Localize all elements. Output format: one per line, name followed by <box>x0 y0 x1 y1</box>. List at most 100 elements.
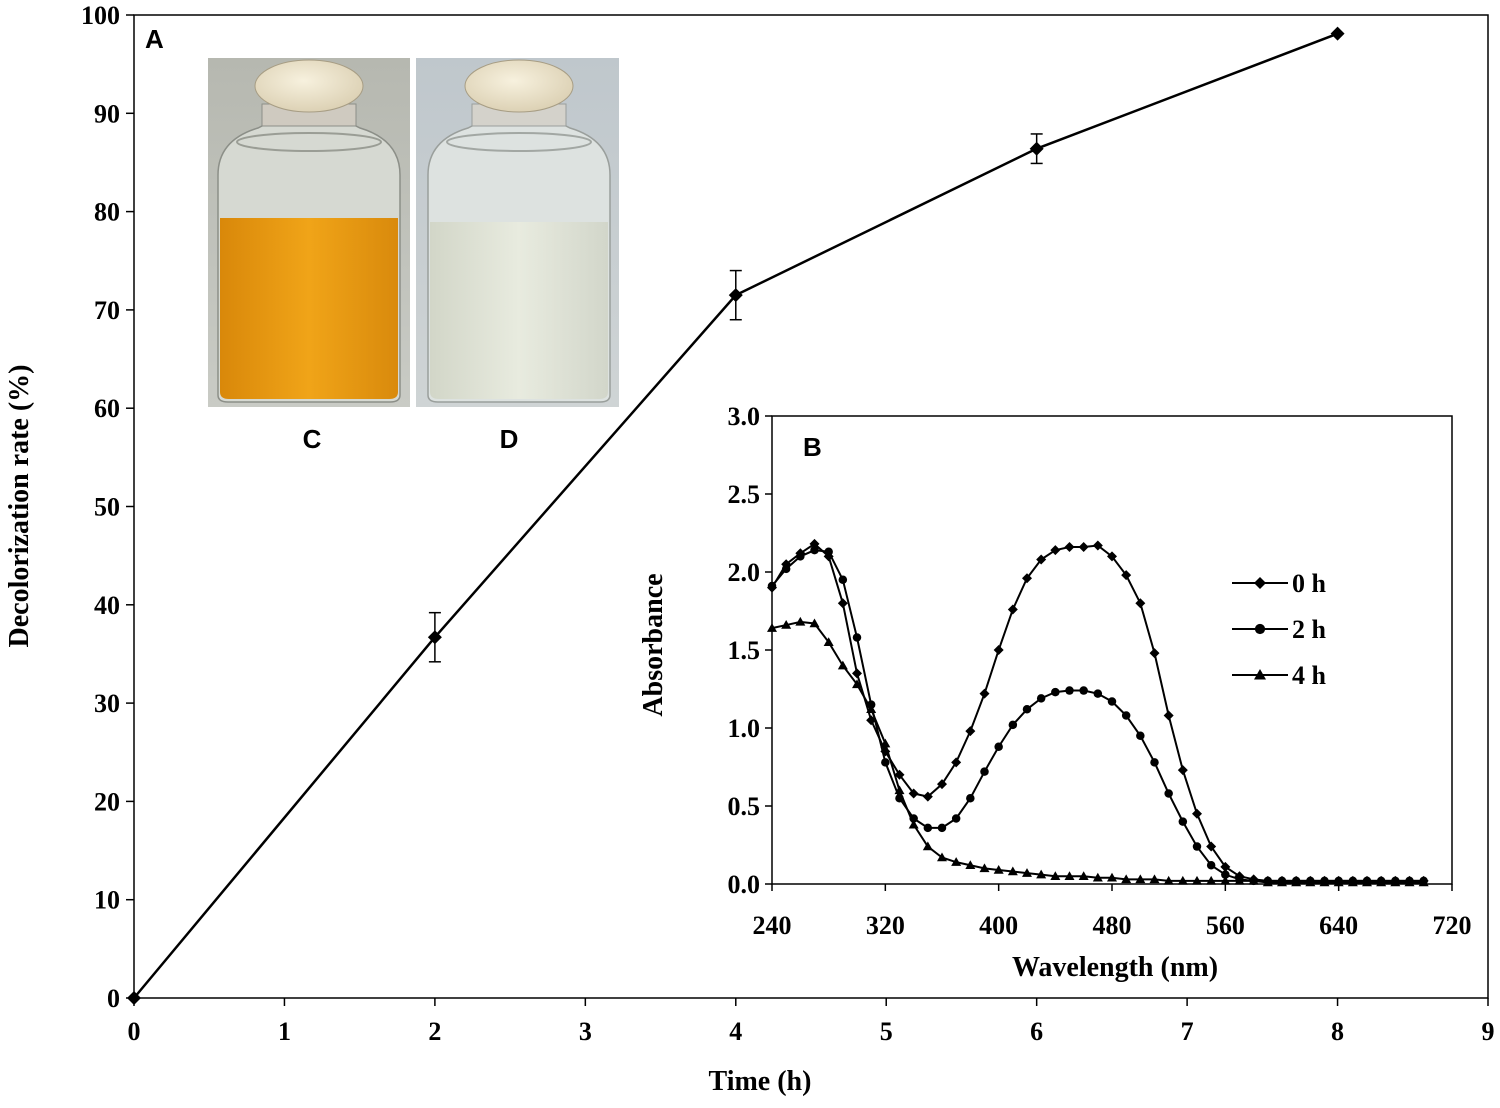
panel-b-x-tick-label: 480 <box>1093 911 1132 940</box>
panel-b-x-tick-label: 560 <box>1206 911 1245 940</box>
panel-b-data-point <box>922 841 933 851</box>
panel-b-y-tick-label: 1.5 <box>728 636 761 665</box>
panel-b-data-point <box>937 852 947 862</box>
panel-a-x-axis-title: Time (h) <box>709 1066 812 1097</box>
panel-a-y-tick-label: 70 <box>94 296 120 325</box>
panel-b-data-point <box>1220 875 1231 885</box>
panel-a-y-tick-label: 30 <box>94 689 120 718</box>
panel-a-letter: A <box>145 24 164 54</box>
panel-b-y-axis-title: Absorbance <box>638 573 669 716</box>
panel-b-data-point <box>796 552 805 561</box>
panel-a-x-axis: 0 1 2 3 4 5 6 7 8 9 <box>128 998 1495 1046</box>
panel-a-y-axis-title: Decolorization rate (%) <box>4 365 35 648</box>
panel-b-data-point <box>1248 875 1259 885</box>
panel-b-data-point <box>1121 711 1131 720</box>
panel-b-data-point <box>1221 870 1230 879</box>
panel-b-data-point <box>965 860 976 870</box>
legend-marker <box>1254 623 1266 635</box>
panel-a-y-tick-label: 50 <box>94 493 120 522</box>
panel-b-data-point <box>1150 758 1159 767</box>
panel-b-data-point <box>1065 686 1074 695</box>
panel-b-data-point <box>1064 542 1075 553</box>
panel-b-x-tick-label: 240 <box>753 911 792 940</box>
panel-a-x-tick-label: 0 <box>128 1017 141 1046</box>
panel-b-data-point <box>1036 869 1047 879</box>
panel-b-data-point <box>1206 875 1217 885</box>
panel-b-data-point <box>881 758 890 767</box>
panel-a-x-tick-label: 8 <box>1331 1017 1344 1046</box>
panel-b-data-point <box>1192 875 1202 885</box>
legend-label: 0 h <box>1292 569 1327 598</box>
panel-b-data-point <box>1305 877 1316 887</box>
panel-b-data-point <box>1107 872 1117 882</box>
panel-b-data-point <box>838 575 848 585</box>
photo-c-liquid <box>220 218 398 399</box>
photo-c <box>208 58 410 407</box>
panel-a-x-tick-label: 7 <box>1181 1017 1194 1046</box>
panel-a-y-tick-label: 80 <box>94 198 120 227</box>
panel-b-data-point <box>1092 540 1103 551</box>
panel-b-x-tick-label: 720 <box>1433 911 1472 940</box>
legend-label: 2 h <box>1292 615 1327 644</box>
panel-b-data-point <box>1277 877 1287 887</box>
panel-a-series <box>127 26 1345 1005</box>
panel-b-data-point <box>1107 551 1117 562</box>
panel-b-data-point <box>837 660 848 670</box>
panel-b-data-point <box>1178 817 1188 826</box>
panel-b-data-point <box>1036 694 1046 703</box>
panel-b-data-point <box>979 863 990 873</box>
panel-a-y-axis: 0 10 20 30 40 50 60 70 80 90 100 <box>81 1 134 1013</box>
photo-d-label: D <box>500 424 519 454</box>
panel-b-data-point <box>951 857 962 866</box>
photo-c-cap <box>254 59 364 113</box>
panel-b-data-point <box>937 779 947 790</box>
panel-b-data-point <box>1121 874 1132 884</box>
panel-b-data-point <box>908 788 919 799</box>
panel-b-data-point <box>1121 570 1132 581</box>
panel-b-y-tick-label: 0.5 <box>728 792 761 821</box>
photo-d-liquid <box>430 222 608 399</box>
panel-a-x-tick-label: 4 <box>729 1017 742 1046</box>
panel-b-data-point <box>1220 861 1231 872</box>
panel-b-data-point <box>1192 808 1202 819</box>
panel-b-data-point <box>994 742 1003 751</box>
panel-b-data-point <box>852 668 862 679</box>
panel-b-plot-frame <box>771 415 1453 885</box>
panel-a-y-tick-label: 10 <box>94 886 120 915</box>
panel-a-x-tick-label: 6 <box>1030 1017 1043 1046</box>
panel-b-data-point <box>1093 689 1103 698</box>
panel-b-data-point <box>1347 877 1358 887</box>
panel-b-data-point <box>1149 874 1160 884</box>
panel-b-data-point <box>880 738 891 748</box>
panel-b-y-tick-label: 0.0 <box>728 870 761 899</box>
panel-b-data-point <box>781 564 791 574</box>
legend-label: 4 h <box>1292 661 1327 690</box>
panel-b-data-point <box>1050 871 1061 880</box>
panel-a-data-point <box>1330 26 1345 41</box>
panel-b-y-axis: 0.0 0.5 1.0 1.5 2.0 2.5 3.0 <box>728 402 772 899</box>
panel-b-data-point <box>1163 710 1174 721</box>
panel-b-data-point <box>809 618 820 628</box>
panel-b-data-point <box>1022 573 1032 584</box>
panel-b-data-point <box>966 793 975 803</box>
panel-b-data-point <box>852 633 862 642</box>
panel-b-data-point <box>951 757 962 768</box>
panel-b-data-point <box>767 581 777 591</box>
panel-b-data-point <box>993 864 1004 874</box>
panel-b-data-point <box>1022 705 1032 714</box>
panel-b-data-point <box>1333 877 1344 887</box>
panel-b-data-point <box>781 620 792 629</box>
panel-b-data-point <box>1418 877 1429 887</box>
panel-b-data-point <box>1079 686 1088 695</box>
panel-b-data-point <box>1092 872 1103 882</box>
panel-b-data-point <box>1007 604 1018 615</box>
panel-b-data-point <box>1362 877 1372 887</box>
panel-b-data-point <box>1291 877 1302 887</box>
panel-b-series <box>767 538 1429 887</box>
panel-b-data-point <box>1234 875 1245 885</box>
panel-b-data-point <box>837 598 848 609</box>
panel-b-x-tick-label: 320 <box>866 911 905 940</box>
panel-b-data-point <box>1078 542 1089 553</box>
panel-b-data-point <box>937 823 947 833</box>
